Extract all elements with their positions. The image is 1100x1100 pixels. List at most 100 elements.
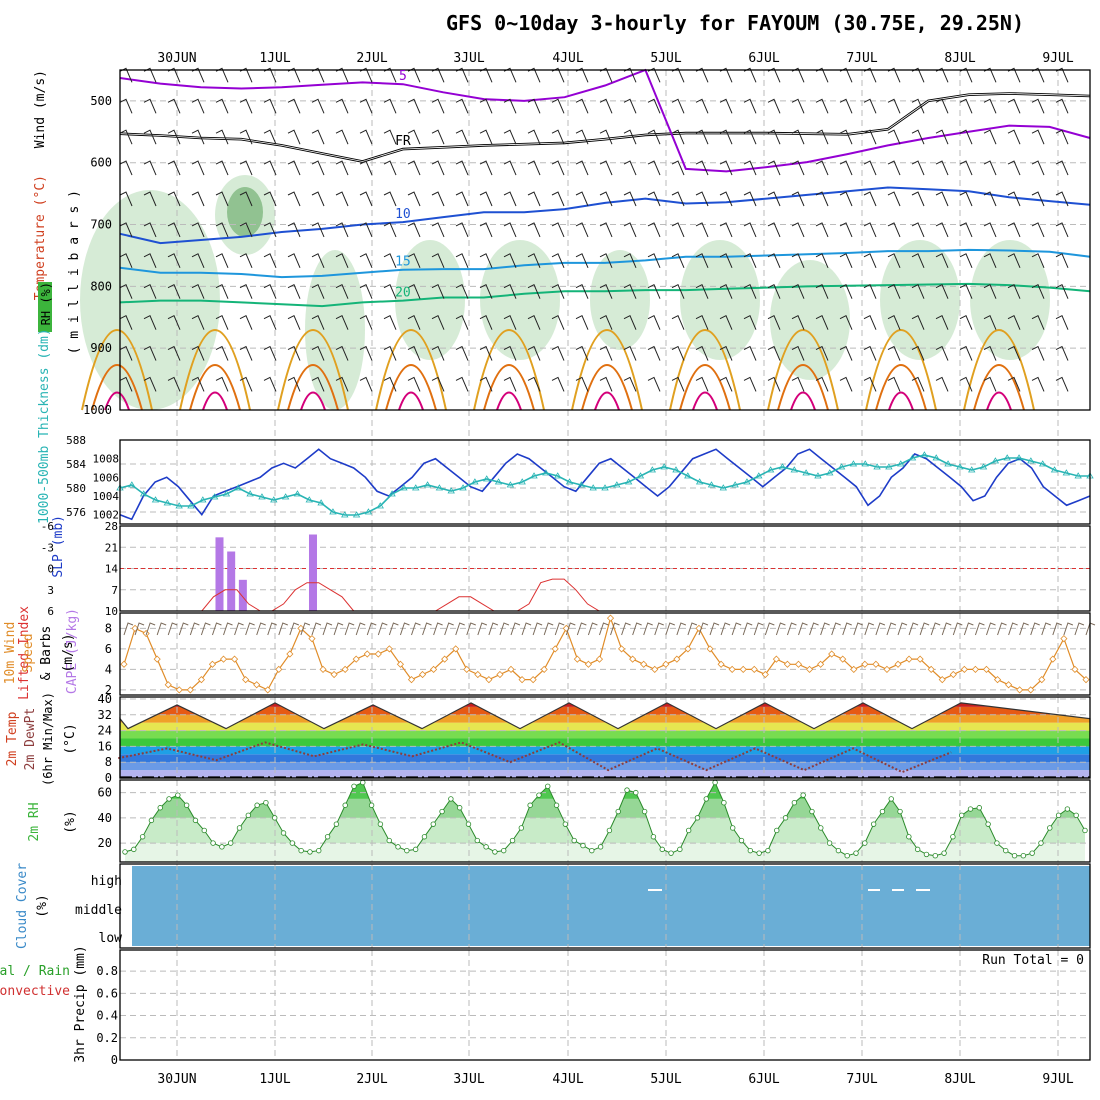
wind-barb [983, 284, 997, 299]
rh-point [131, 846, 137, 853]
lifted-tick: -6 [41, 520, 54, 533]
wind-barb-10m [278, 622, 288, 636]
thickness-point [1074, 472, 1082, 479]
thickness-point [459, 484, 467, 491]
rh-point [545, 783, 551, 790]
wind-barb-10m [134, 622, 145, 636]
wind-barb [359, 98, 373, 114]
isotherm-arc-25 [963, 329, 1035, 411]
panel-fills-layer [80, 175, 1090, 946]
wind-barb [383, 222, 397, 238]
wind-barb [1055, 253, 1069, 269]
wind-barb-10m [145, 622, 156, 636]
wind-barb [1055, 376, 1069, 392]
wind-speed-point [761, 670, 769, 679]
wind-barb [671, 314, 685, 330]
wind-barb [191, 314, 205, 330]
wind-barb [551, 191, 565, 207]
pressure-tick: 500 [90, 94, 112, 108]
rh-point [633, 789, 639, 796]
wind-barb [935, 253, 949, 269]
wind-speed-point [540, 665, 548, 673]
wind-barb-10m [897, 622, 908, 636]
wind-barb [719, 345, 733, 361]
wind-barb [527, 284, 541, 299]
thickness-point [175, 502, 183, 509]
wind-barb [383, 191, 397, 207]
rh-fill-band [153, 798, 1078, 818]
wind-barb-10m [1030, 622, 1040, 636]
wind-speed-point [618, 645, 626, 653]
rh-point [412, 846, 419, 853]
thickness-point [341, 511, 349, 518]
wind-barb [815, 314, 829, 330]
wind-barb-10m [256, 622, 266, 636]
wind-tick: 6 [105, 642, 112, 656]
wind-barb-10m [411, 622, 421, 636]
wind-barb [239, 253, 253, 269]
wind-barb-10m [223, 622, 233, 636]
wind-barb [743, 222, 757, 238]
wind-barb [167, 160, 181, 176]
wind-speed-point [275, 665, 283, 673]
wind-barb [911, 191, 925, 207]
thickness-point [743, 478, 751, 485]
rh-point [201, 827, 207, 834]
thickness-point [199, 496, 207, 503]
rh-point [289, 840, 296, 846]
wind-barb [695, 284, 709, 299]
wind-barb [791, 98, 805, 114]
wind-barb [767, 98, 781, 114]
temp-band [120, 762, 1090, 771]
wind-barb [959, 376, 973, 392]
wind-barb [359, 129, 373, 145]
wind-barb [527, 129, 541, 145]
wind-speed-point [684, 645, 692, 653]
cape-bar [215, 537, 224, 611]
wind-barb [287, 253, 301, 269]
wind-barb [695, 345, 709, 361]
rh-point [272, 815, 278, 821]
rh-point [219, 844, 225, 850]
wind-speed-point [739, 665, 747, 673]
date-tick-bottom: 8JUL [944, 1072, 975, 1087]
wind-speed-point [750, 665, 758, 673]
wind-barb [1007, 284, 1021, 299]
thickness-tick: 584 [66, 458, 86, 471]
lifted-tick: 3 [47, 584, 54, 597]
wind-barb [335, 160, 349, 176]
wind-barb [335, 222, 349, 238]
wind-speed-point [872, 660, 880, 668]
temp-band [120, 738, 1090, 747]
rh-legend-swatch [38, 282, 52, 332]
thickness-point [270, 496, 278, 503]
wind-barb [1007, 314, 1021, 330]
thickness-point [222, 490, 231, 497]
wind-barb [167, 253, 181, 269]
wind-barb [551, 376, 565, 392]
wind-barb [695, 314, 709, 330]
date-tick-top: 2JUL [356, 51, 387, 66]
wind-barb [911, 160, 925, 176]
thickness-point [258, 493, 266, 500]
wind-barb [311, 345, 325, 361]
wind-barb [575, 98, 589, 114]
wind-speed-point [208, 660, 217, 668]
date-tick-top: 30JUN [157, 51, 196, 66]
wind-barb-10m [610, 622, 620, 636]
wind-speed-point [629, 655, 637, 663]
wind-barb [935, 314, 949, 330]
wind-barb [791, 345, 805, 361]
wind-barb [719, 160, 733, 176]
thickness-point [471, 478, 479, 485]
dewpt-axis-label: 2m DewPt [23, 708, 38, 771]
wind-speed-point [839, 655, 847, 663]
thickness-point [719, 484, 727, 491]
rh-point [615, 808, 621, 815]
rh-point [1029, 850, 1035, 856]
rh-point [377, 821, 384, 827]
isotherm-arc-35 [104, 391, 130, 411]
rh-point [826, 840, 833, 846]
thickness-point [305, 496, 313, 503]
rh-point [888, 796, 894, 802]
